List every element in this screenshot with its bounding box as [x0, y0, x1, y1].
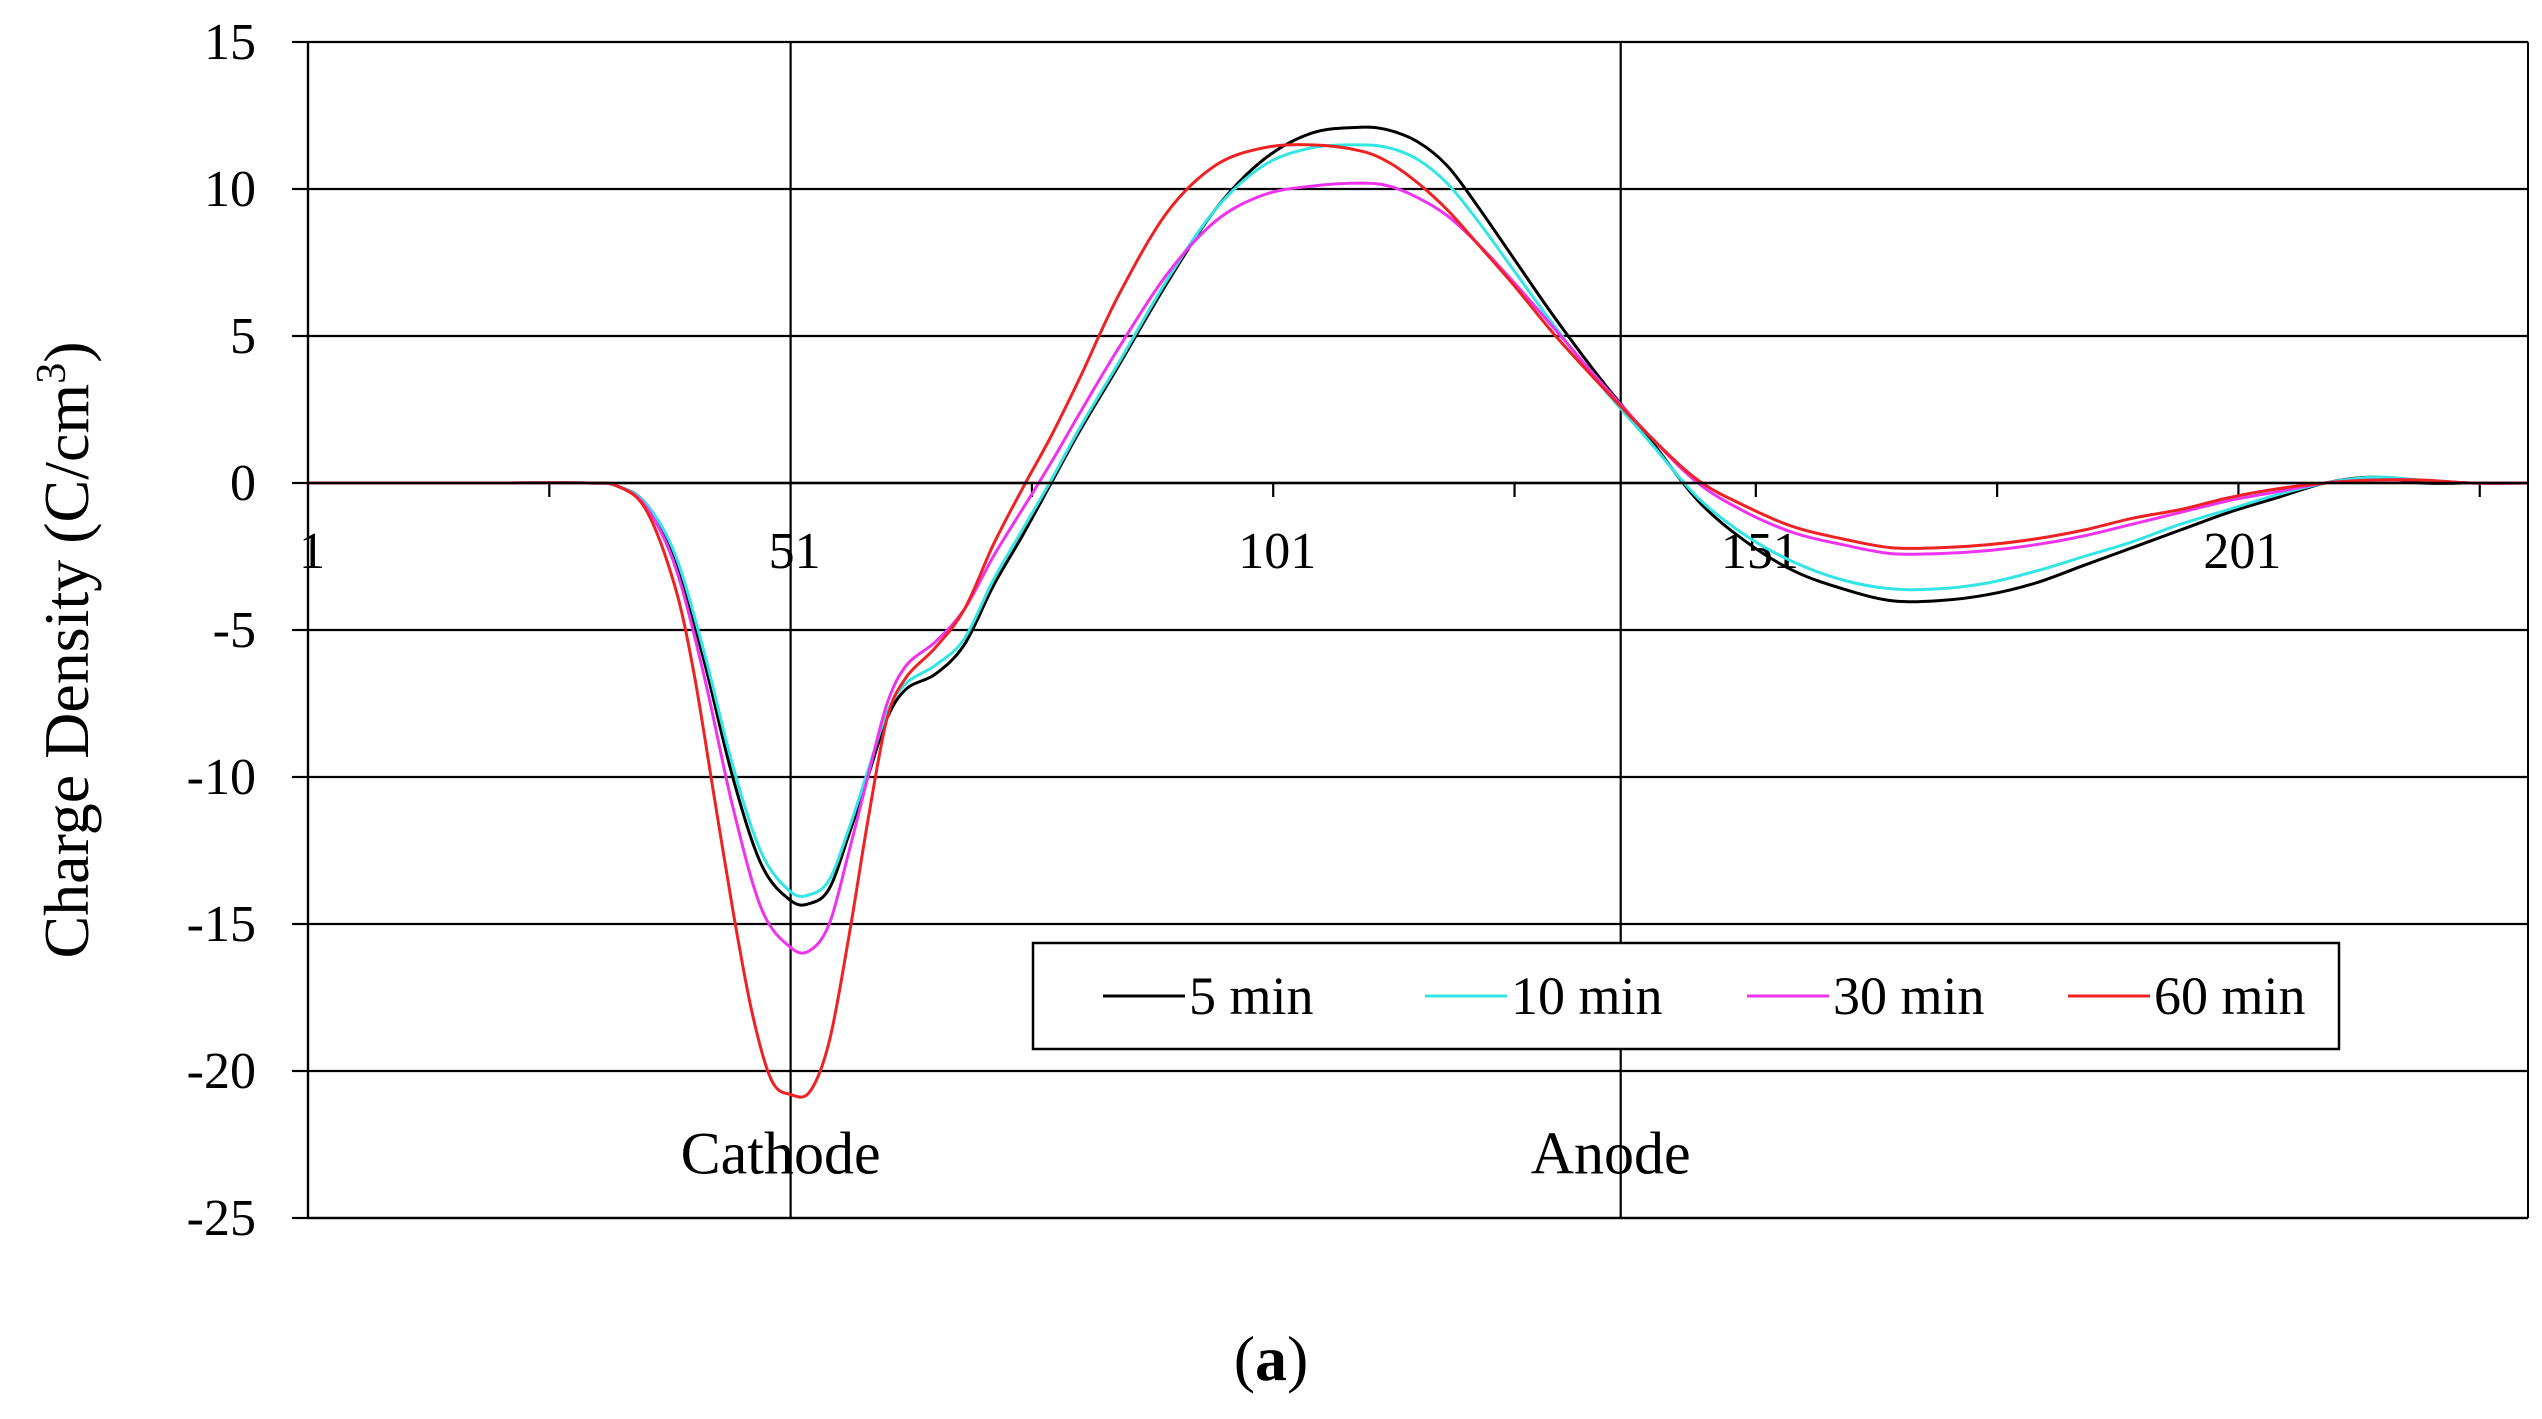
- x-tick-label: 51: [769, 523, 821, 580]
- figure-caption: (a): [1234, 1323, 1309, 1394]
- y-tick-label: 10: [204, 161, 256, 218]
- legend-label: 5 min: [1189, 966, 1314, 1026]
- x-tick-label: 201: [2203, 523, 2281, 580]
- y-tick-label: 15: [204, 14, 256, 71]
- legend: 5 min 10 min 30 min 60 min: [1031, 941, 2341, 1051]
- y-tick-label: -25: [187, 1190, 256, 1247]
- x-tick-label: 1: [299, 523, 325, 580]
- annotation-anode: Anode: [1531, 1120, 1691, 1186]
- x-axis-ticks: 1 51 101 151 201: [299, 523, 2281, 580]
- y-tick-label: -20: [187, 1043, 256, 1100]
- annotation-cathode: Cathode: [681, 1120, 881, 1186]
- annotations: Cathode Anode: [681, 1120, 1691, 1186]
- axes: [306, 42, 2529, 1220]
- series-line-5-min: [307, 125, 2528, 907]
- legend-label: 30 min: [1833, 966, 1985, 1026]
- x-tick-label: 101: [1238, 523, 1316, 580]
- series-lines: [307, 125, 2529, 1099]
- y-axis-ticks: -25 -20 -15 -10 -5 0 5 10 15: [187, 14, 308, 1247]
- y-axis-title: Charge Density (C/cm3): [29, 341, 102, 958]
- series-line-30-min: [307, 181, 2529, 955]
- y-tick-label: -15: [187, 896, 256, 953]
- y-tick-label: 0: [230, 455, 256, 512]
- legend-label: 60 min: [2154, 966, 2306, 1026]
- series-line-60-min: [307, 143, 2529, 1099]
- legend-label: 10 min: [1511, 966, 1663, 1026]
- y-tick-label: 5: [230, 308, 256, 365]
- series-line-10-min: [307, 143, 2529, 898]
- y-tick-label: -10: [187, 749, 256, 806]
- y-tick-label: -5: [213, 602, 256, 659]
